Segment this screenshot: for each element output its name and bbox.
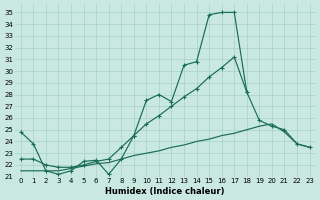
X-axis label: Humidex (Indice chaleur): Humidex (Indice chaleur) [106, 187, 225, 196]
